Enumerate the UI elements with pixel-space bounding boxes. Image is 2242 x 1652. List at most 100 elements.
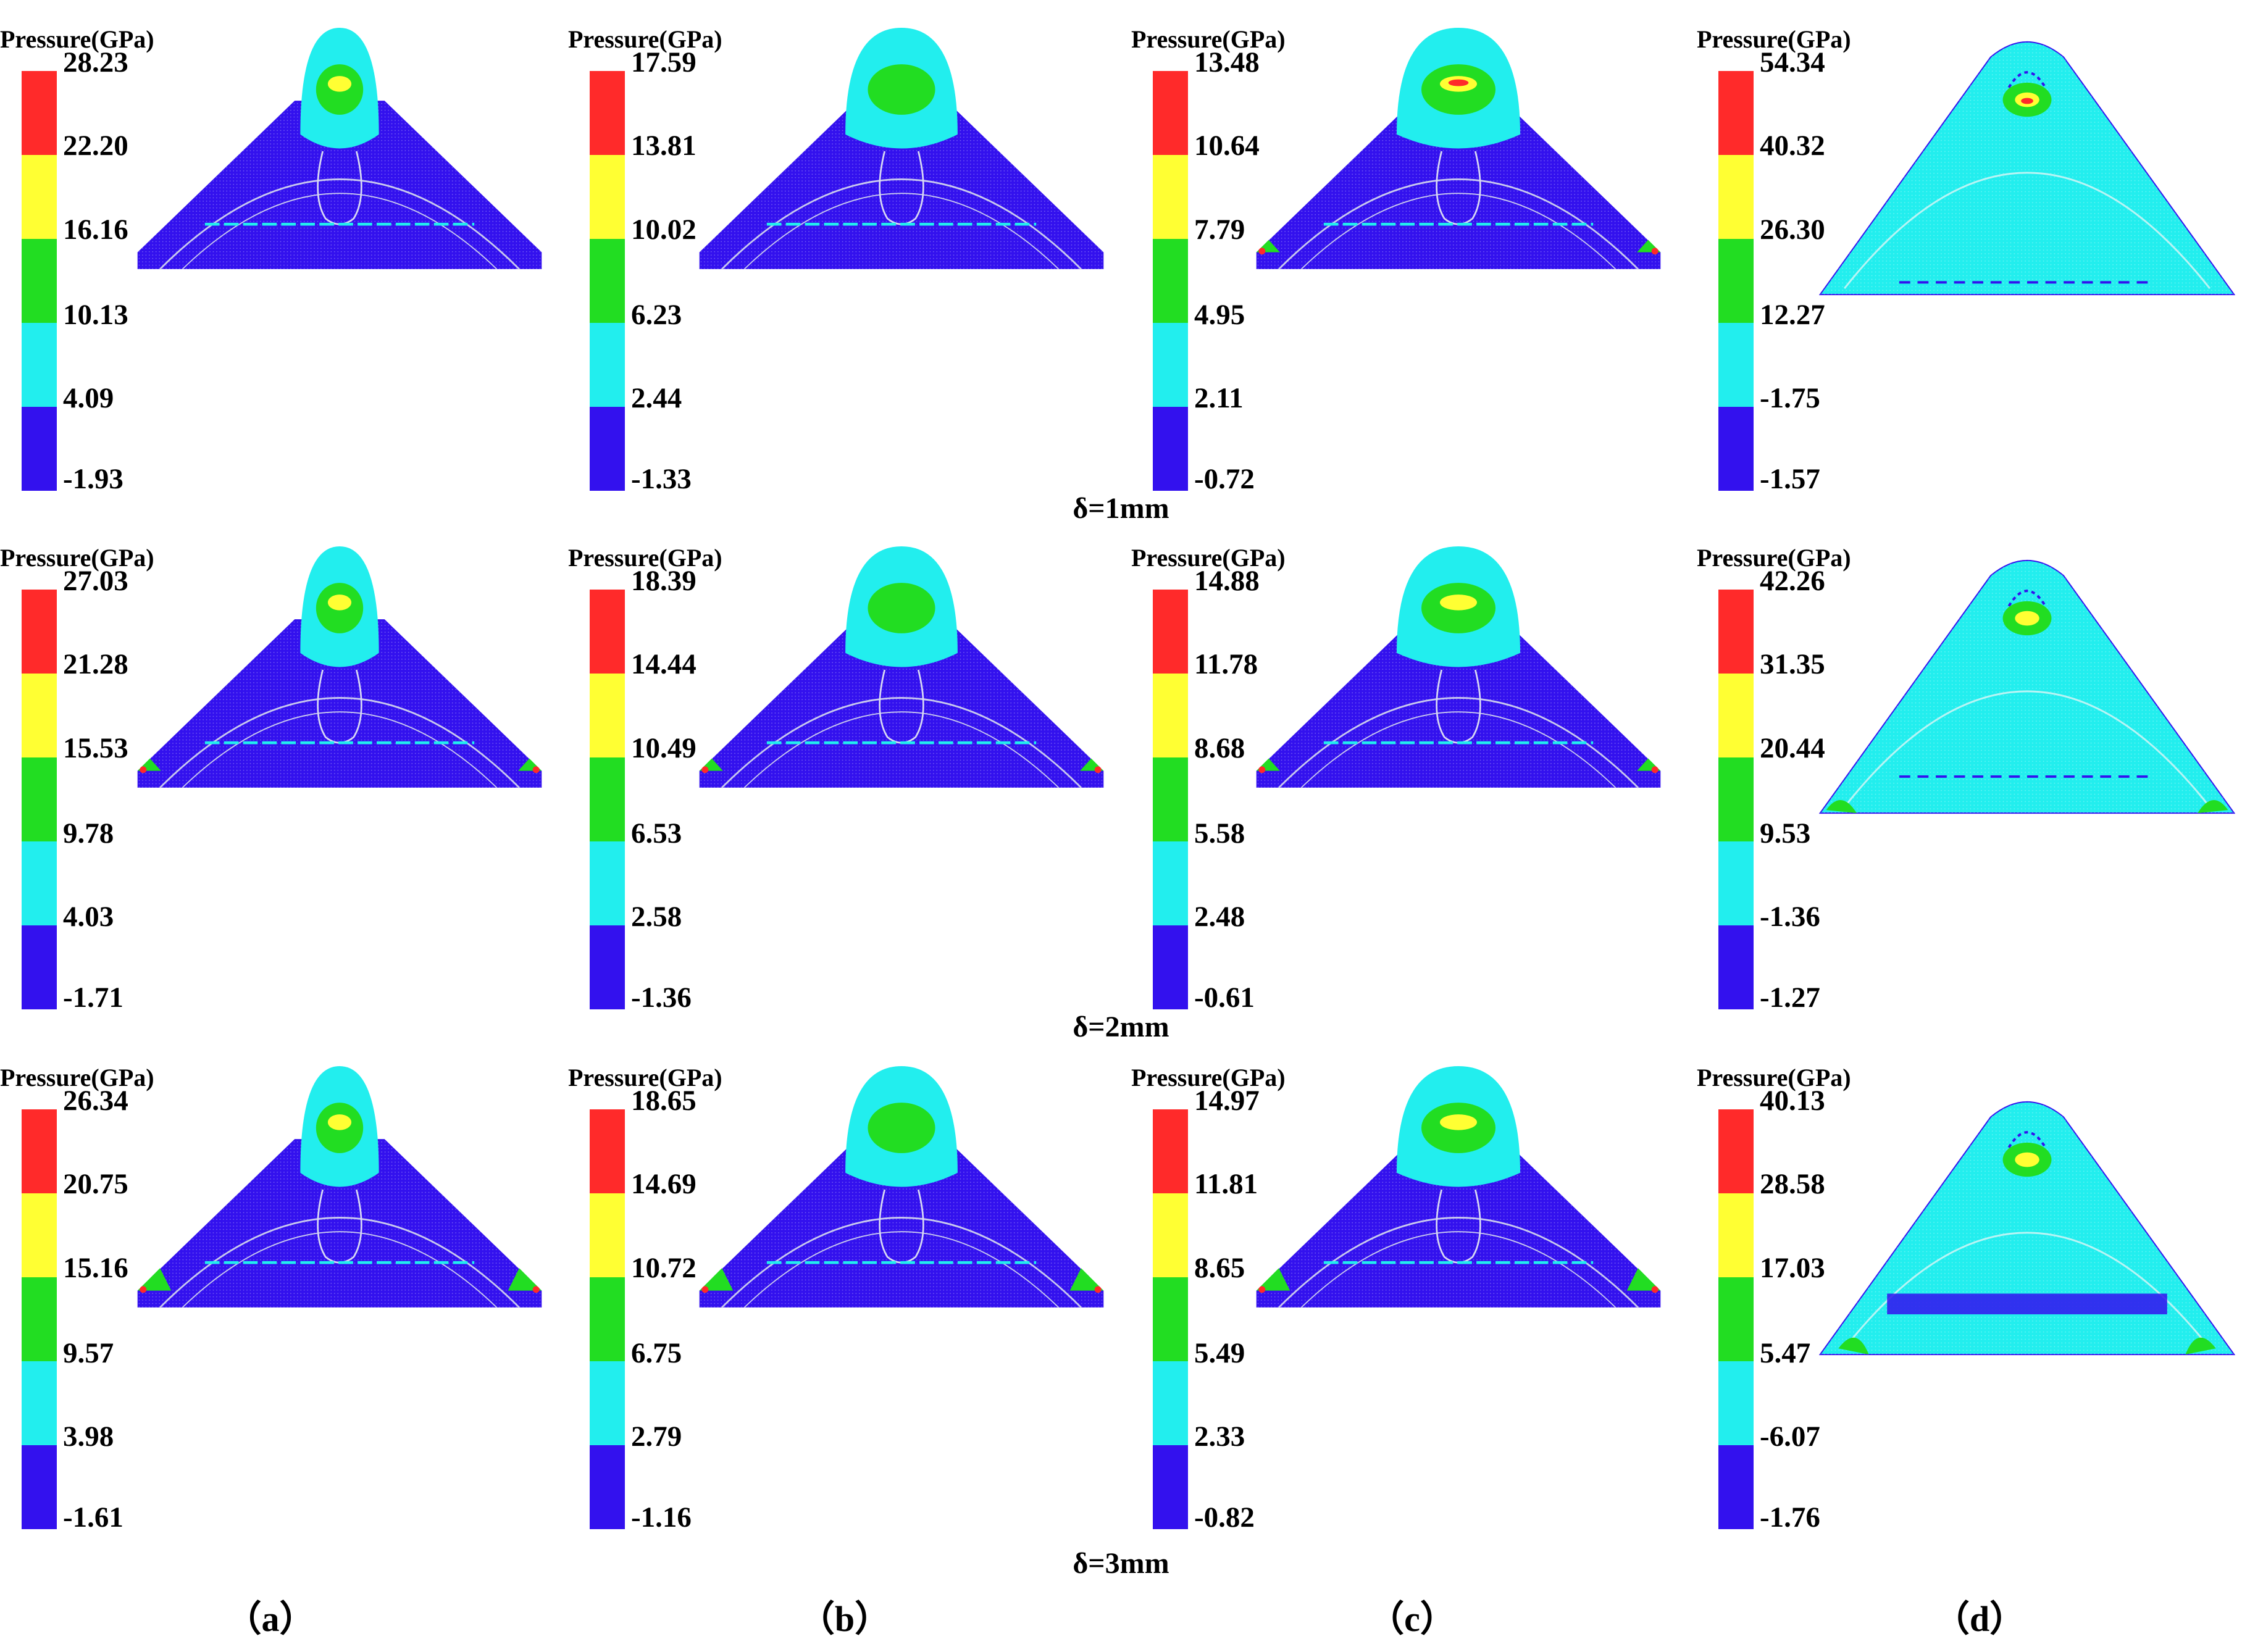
column-label: （c） xyxy=(1368,1599,1456,1639)
pressure-contour-plot xyxy=(1818,559,2236,814)
row-label: δ=3mm xyxy=(1073,1547,1169,1580)
scale-label: 4.09 xyxy=(63,382,114,414)
color-band xyxy=(1153,1361,1188,1445)
scale-label: -6.07 xyxy=(1760,1420,1820,1453)
scale-label: 40.13 xyxy=(1760,1085,1825,1117)
legend-title: Pressure(GPa) xyxy=(1131,544,1286,572)
scale-label: 22.20 xyxy=(63,130,128,162)
color-band xyxy=(22,757,57,841)
scale-label: 6.53 xyxy=(631,817,682,849)
scale-label: 5.49 xyxy=(1194,1337,1245,1369)
spall-band xyxy=(1887,1293,2167,1314)
color-band xyxy=(22,674,57,757)
scale-label: 2.33 xyxy=(1194,1420,1245,1453)
scale-label: 13.81 xyxy=(631,130,696,162)
panel-c-row-1: Pressure(GPa) 13.48 10.64 7.79 4.95 2.11 -0.72 xyxy=(1131,25,1687,531)
scale-label: 5.47 xyxy=(1760,1337,1811,1369)
color-band xyxy=(1718,841,1754,925)
color-band xyxy=(22,1193,57,1277)
scale-label: -1.16 xyxy=(631,1501,692,1533)
color-band xyxy=(590,1277,625,1361)
scale-label: -1.93 xyxy=(63,463,123,495)
panel-b-row-2: Pressure(GPa) 18.39 14.44 10.49 6.53 2.58 -1.3… xyxy=(568,543,1124,1049)
scale-label: 8.65 xyxy=(1194,1252,1245,1284)
scale-label: 26.34 xyxy=(63,1085,128,1117)
color-band xyxy=(590,71,625,155)
column-label: （a） xyxy=(225,1599,316,1639)
pressure-contour-plot xyxy=(137,28,542,270)
legend-title: Pressure(GPa) xyxy=(568,544,722,572)
color-scale-bar xyxy=(1718,1109,1754,1529)
scale-label: 10.64 xyxy=(1194,130,1260,162)
scale-label: 40.32 xyxy=(1760,130,1825,162)
color-band xyxy=(1153,1277,1188,1361)
pressure-contour-plot xyxy=(699,546,1104,788)
scale-label: 12.27 xyxy=(1760,299,1825,331)
color-band xyxy=(590,757,625,841)
color-band xyxy=(590,1361,625,1445)
color-band xyxy=(590,925,625,1009)
color-band xyxy=(1718,1361,1754,1445)
scale-label: 2.79 xyxy=(631,1420,682,1453)
scale-label: 28.58 xyxy=(1760,1168,1825,1200)
scale-label: 9.78 xyxy=(63,817,114,849)
scale-label: 20.75 xyxy=(63,1168,128,1200)
legend-title: Pressure(GPa) xyxy=(1697,25,1851,53)
scale-label: 10.13 xyxy=(63,299,128,331)
scale-label: 7.79 xyxy=(1194,214,1245,246)
color-band xyxy=(1718,1193,1754,1277)
color-band xyxy=(22,925,57,1009)
panel-a-row-1: Pressure(GPa) 28.23 22.20 16.16 10.13 4.09 -1.… xyxy=(0,25,556,531)
legend-title: Pressure(GPa) xyxy=(1697,1064,1851,1091)
scale-label: 2.11 xyxy=(1194,382,1244,414)
color-scale-bar xyxy=(1718,590,1754,1009)
pressure-contour-plot xyxy=(1256,546,1661,788)
scale-label: 42.26 xyxy=(1760,565,1825,597)
scale-label: 18.39 xyxy=(631,565,696,597)
scale-label: 2.48 xyxy=(1194,901,1245,933)
pressure-contour-plot xyxy=(699,1066,1104,1308)
color-band xyxy=(590,1193,625,1277)
color-band xyxy=(22,590,57,674)
scale-label: -1.33 xyxy=(631,463,692,495)
scale-label: 2.58 xyxy=(631,901,682,933)
scale-label: 20.44 xyxy=(1760,732,1825,764)
color-band xyxy=(1718,407,1754,491)
color-scale-bar xyxy=(590,590,625,1009)
color-band xyxy=(590,323,625,407)
scale-label: 17.59 xyxy=(631,46,696,78)
scale-label: -1.71 xyxy=(63,982,123,1014)
scale-label: 9.53 xyxy=(1760,817,1811,849)
scale-label: -0.82 xyxy=(1194,1501,1255,1533)
scale-label: 14.44 xyxy=(631,648,696,680)
legend-title: Pressure(GPa) xyxy=(568,1064,722,1091)
panel-c-row-3: Pressure(GPa) 14.97 11.81 8.65 5.49 2.33 -0.82 xyxy=(1131,1063,1687,1569)
panel-d-row-2: Pressure(GPa) 42.26 31.35 20.44 9.53 -1.36 -1.… xyxy=(1697,543,2242,1049)
scale-label: -0.72 xyxy=(1194,463,1255,495)
color-scale-bar xyxy=(1718,71,1754,491)
color-band xyxy=(590,407,625,491)
pressure-contour-plot xyxy=(137,546,542,788)
color-band xyxy=(1718,757,1754,841)
color-band xyxy=(1718,323,1754,407)
color-scale-bar xyxy=(590,71,625,491)
color-scale-bar xyxy=(22,590,57,1009)
scale-label: -1.75 xyxy=(1760,382,1820,414)
row-label: δ=2mm xyxy=(1073,1011,1169,1043)
color-band xyxy=(590,155,625,239)
column-label: （d） xyxy=(1933,1599,2026,1639)
scale-label: 11.81 xyxy=(1194,1168,1258,1200)
scale-label: 10.49 xyxy=(631,732,696,764)
scale-label: 6.23 xyxy=(631,299,682,331)
color-band xyxy=(1153,757,1188,841)
scale-label: -1.57 xyxy=(1760,463,1820,495)
scale-label: 2.44 xyxy=(631,382,682,414)
color-band xyxy=(1153,407,1188,491)
color-band xyxy=(22,1277,57,1361)
pressure-contour-plot xyxy=(1256,1066,1661,1308)
color-band xyxy=(1718,155,1754,239)
color-band xyxy=(1153,155,1188,239)
color-band xyxy=(1718,1109,1754,1193)
scale-label: -1.61 xyxy=(63,1501,123,1533)
panel-a-row-3: Pressure(GPa) 26.34 20.75 15.16 9.57 3.98 -1.6… xyxy=(0,1063,556,1569)
